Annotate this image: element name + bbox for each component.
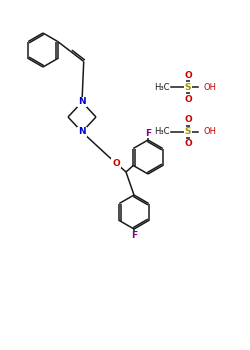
Text: O: O (184, 116, 192, 125)
Text: S: S (185, 127, 191, 136)
Text: H₃C: H₃C (154, 83, 170, 91)
Text: F: F (131, 231, 137, 240)
Text: O: O (184, 70, 192, 79)
Text: OH: OH (204, 83, 217, 91)
Text: F: F (145, 128, 151, 138)
Text: N: N (78, 127, 86, 136)
Text: O: O (184, 140, 192, 148)
Text: H₃C: H₃C (154, 127, 170, 136)
Text: O: O (112, 159, 120, 168)
Text: S: S (185, 83, 191, 91)
Text: N: N (78, 98, 86, 106)
Text: O: O (184, 94, 192, 104)
Text: OH: OH (204, 127, 217, 136)
